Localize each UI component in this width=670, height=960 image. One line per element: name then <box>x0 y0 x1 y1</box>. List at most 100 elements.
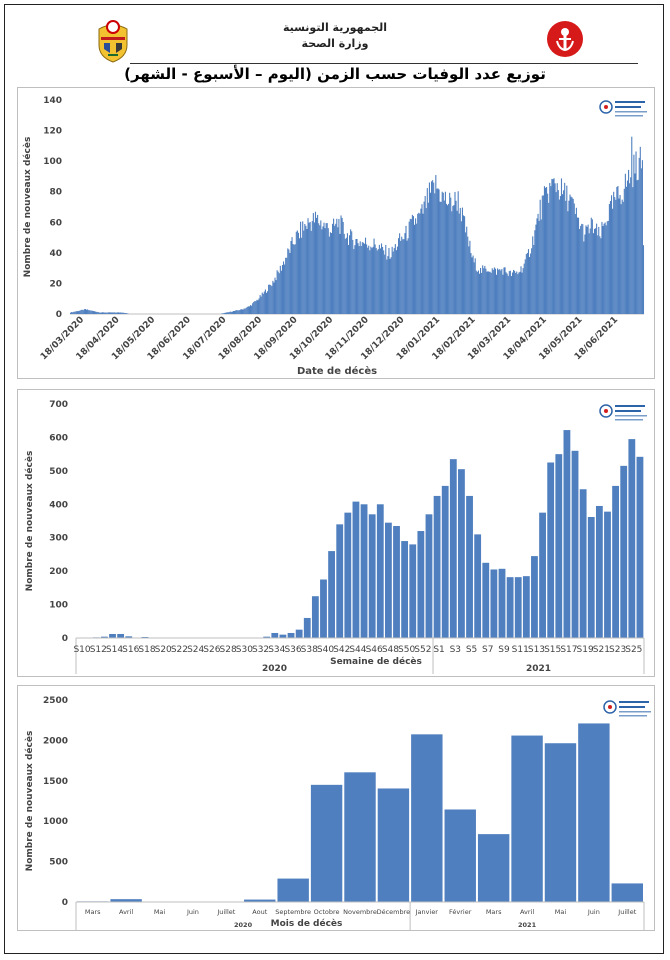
daily-bar <box>432 180 434 314</box>
daily-bar <box>478 273 481 314</box>
x-axis-title: Semaine de décès <box>330 656 422 667</box>
daily-deaths-chart: 02040608010012014018/03/202018/04/202018… <box>22 96 647 377</box>
daily-bar <box>272 280 274 314</box>
daily-bar <box>117 312 120 314</box>
monthly-bar <box>477 834 510 902</box>
year-label: 2021 <box>518 921 537 929</box>
daily-bar <box>378 244 380 314</box>
daily-bar <box>81 309 83 314</box>
y-tick-label: 700 <box>49 400 68 410</box>
daily-bar <box>383 250 385 314</box>
monthly-bar <box>244 899 276 902</box>
weekly-bar <box>352 501 360 638</box>
daily-bar <box>353 249 355 314</box>
x-tick-label: S17 <box>560 645 577 655</box>
report-header: الجمهورية التونسية وزارة الصحة توزيع عدد… <box>5 5 665 95</box>
daily-bar <box>366 244 368 314</box>
daily-bar <box>519 271 521 314</box>
x-tick-label: S18 <box>138 645 155 655</box>
logo-ring <box>599 404 613 418</box>
daily-bar <box>256 299 258 314</box>
daily-bar <box>628 169 630 314</box>
daily-bar <box>396 246 399 314</box>
weekly-bar <box>498 568 506 638</box>
logo-line <box>615 106 641 108</box>
daily-bar <box>429 192 432 314</box>
daily-bar <box>531 248 533 314</box>
daily-bar <box>426 188 428 314</box>
x-tick-label: S46 <box>366 645 383 655</box>
daily-bar <box>497 268 499 314</box>
weekly-bar <box>384 522 392 638</box>
daily-bar <box>490 272 492 314</box>
x-tick-label: S44 <box>349 645 366 655</box>
x-tick-label: S40 <box>317 645 334 655</box>
daily-bar <box>639 146 641 314</box>
weekly-bar <box>620 465 628 638</box>
daily-bar <box>112 312 114 314</box>
x-tick-label: S19 <box>577 645 594 655</box>
daily-bar <box>618 198 620 314</box>
daily-bar <box>603 223 605 314</box>
y-tick-label: 0 <box>62 898 68 908</box>
daily-bar <box>626 180 629 314</box>
daily-bar <box>612 208 614 314</box>
daily-bar <box>274 277 276 314</box>
daily-bar <box>246 306 248 314</box>
daily-bar <box>605 225 607 314</box>
daily-bar <box>581 223 583 314</box>
daily-bar <box>394 244 396 314</box>
y-tick-label: 300 <box>49 534 68 544</box>
logo-line <box>615 115 643 117</box>
x-axis-title: Date de décès <box>297 365 377 377</box>
daily-bar <box>559 196 561 314</box>
y-tick-label: 120 <box>43 127 62 137</box>
daily-bar <box>270 285 272 314</box>
daily-bar <box>341 217 343 314</box>
daily-bar <box>291 237 293 314</box>
daily-bar <box>409 218 411 314</box>
daily-bar <box>360 245 362 314</box>
daily-bar <box>361 242 363 314</box>
daily-bar <box>310 230 312 314</box>
monthly-deaths-chart: 0 500 1000 1500 2000 2500 Mars Avril Mai Juin Juil… <box>24 696 651 930</box>
x-tick-label: S11 <box>512 645 529 655</box>
daily-bar <box>509 270 511 314</box>
daily-bar <box>72 312 74 314</box>
daily-bar <box>98 312 100 314</box>
daily-bar <box>297 232 299 314</box>
weekly-deaths-chart: 0 100 200 300 400 500 600 700 S10 S12 S14 S16 S18 S20… <box>24 400 647 674</box>
weekly-bar <box>449 459 457 638</box>
daily-bar <box>521 272 523 314</box>
daily-bar <box>423 201 425 314</box>
daily-bar <box>421 204 423 314</box>
daily-bar <box>481 272 483 314</box>
logo-dot <box>604 105 608 109</box>
daily-bar <box>334 225 336 314</box>
daily-bar <box>467 236 469 314</box>
daily-bar <box>333 218 335 314</box>
daily-bar <box>231 311 233 314</box>
x-tick-label: S23 <box>609 645 626 655</box>
daily-bar <box>577 217 580 314</box>
weekly-bar <box>328 551 336 638</box>
daily-bar <box>583 241 585 314</box>
daily-bar <box>307 218 309 314</box>
daily-bar <box>244 308 246 314</box>
daily-bar <box>536 218 538 314</box>
x-tick-label: S12 <box>90 645 107 655</box>
daily-bar <box>630 177 632 314</box>
weekly-bar <box>360 504 368 638</box>
daily-bar <box>420 208 422 314</box>
daily-bar <box>637 179 639 314</box>
daily-bar <box>456 210 458 314</box>
x-tick-label: S24 <box>187 645 204 655</box>
weekly-bar <box>279 634 287 638</box>
daily-bar <box>379 248 381 314</box>
daily-bar <box>476 271 478 314</box>
daily-bar <box>318 223 320 314</box>
daily-bar <box>600 238 602 314</box>
daily-bar <box>418 212 420 314</box>
daily-bar <box>323 222 325 314</box>
daily-bar <box>422 213 424 314</box>
